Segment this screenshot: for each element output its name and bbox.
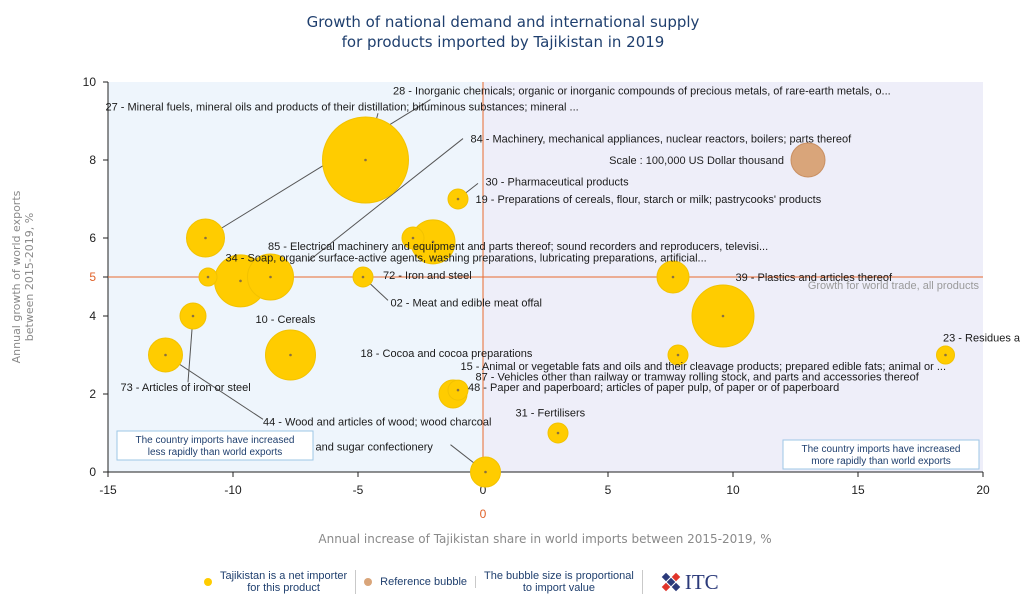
bubble-center-dot	[944, 353, 947, 357]
bubble-label: 31 - Fertilisers	[516, 407, 586, 419]
scale-label: Scale : 100,000 US Dollar thousand	[609, 155, 784, 167]
bubble-label: 27 - Mineral fuels, mineral oils and pro…	[106, 102, 579, 114]
y-tick-label: 10	[83, 75, 97, 89]
bubble-label: 30 - Pharmaceutical products	[486, 176, 630, 188]
annotation-leader-line	[307, 138, 464, 262]
legend-item-bubble-size: The bubble size is proportional to impor…	[476, 570, 643, 594]
world-growth-label: Growth for world trade, all products	[808, 280, 980, 292]
bubble-label: 72 - Iron and steel	[383, 270, 472, 282]
bubble-label: 18 - Cocoa and cocoa preparations	[361, 348, 533, 360]
bubble-center-dot	[239, 279, 242, 283]
quadrant-left-note-text: The country imports have increased	[136, 435, 295, 446]
y-tick-label: 0	[89, 465, 96, 479]
bubble-label: 48 - Paper and paperboard; articles of p…	[468, 382, 839, 394]
bubble-label: 34 - Soap, organic surface-active agents…	[226, 253, 707, 265]
bubble-center-dot	[361, 275, 365, 279]
chart-title-line-1: Growth of national demand and internatio…	[306, 13, 700, 31]
y-tick-label: 2	[89, 387, 96, 401]
x-tick-label: -10	[224, 483, 242, 497]
bubble-center-dot	[456, 197, 460, 201]
reference-bubble	[790, 142, 826, 178]
x-tick-label: 15	[851, 483, 865, 497]
bubble-label: 23 - Residues a	[943, 332, 1021, 344]
bubble-center-dot	[676, 353, 680, 357]
bubble-center-dot	[456, 388, 460, 392]
x-tick-label: 0	[480, 483, 487, 497]
bubble-center-dot	[411, 236, 415, 240]
y-axis-title-line: between 2015-2019, %	[23, 213, 36, 341]
bubble-label: 84 - Machinery, mechanical appliances, n…	[471, 134, 853, 146]
bubble-label: and sugar confectionery	[316, 442, 434, 454]
x-tick-label: 10	[726, 483, 740, 497]
bubble-label: 85 - Electrical machinery and equipment …	[268, 241, 768, 253]
bubble-center-dot	[269, 275, 272, 279]
quadrant-left-note-text: less rapidly than world exports	[148, 447, 283, 458]
legend-bubble-size-line-2: to import value	[522, 582, 595, 594]
bubble-center-dot	[191, 314, 195, 318]
quadrant-right-note-text: The country imports have increased	[802, 444, 961, 455]
itc-logo[interactable]: ITC	[661, 570, 719, 595]
bubble-label: 15 - Animal or vegetable fats and oils a…	[461, 361, 947, 373]
x-tick-label: 5	[605, 483, 612, 497]
chart-title-line-2: for products imported by Tajikistan in 2…	[341, 33, 665, 51]
itc-logo-text: ITC	[684, 569, 719, 594]
x-tick-label: -5	[353, 483, 364, 497]
y-axis-title: Annual growth of world exportsbetween 20…	[10, 190, 36, 363]
bubble-chart: -15 -10 -5 0 5 10 15 20 0 2 4 5 6 8 10 0 Growth for worl…	[10, 75, 1021, 546]
bubble-label: 19 - Preparations of cereals, flour, sta…	[476, 194, 822, 206]
bubble-center-dot	[721, 314, 725, 318]
bubble-center-dot	[431, 240, 435, 244]
y-tick-label: 8	[89, 153, 96, 167]
bubble-center-dot	[204, 236, 207, 240]
y-reference-tick-label: 5	[89, 270, 96, 284]
legend-reference-bubble-label: Reference bubble	[380, 576, 468, 588]
x-axis-title: Annual increase of Tajikistan share in w…	[318, 532, 771, 546]
bubble-label: 10 - Cereals	[256, 314, 316, 326]
quadrant-left-note-box	[116, 430, 314, 461]
y-axis-title-line: Annual growth of world exports	[10, 190, 23, 363]
x-tick-label: -15	[99, 483, 117, 497]
y-tick-label: 6	[89, 231, 96, 245]
bubble-label: 44 - Wood and articles of wood; wood cha…	[263, 416, 491, 428]
legend: Tajikistan is a net importer for this pr…	[196, 566, 719, 598]
bubble-center-dot	[206, 275, 210, 279]
bubble-label: 39 - Plastics and articles thereof	[736, 272, 893, 284]
quadrant-right-note-text: more rapidly than world exports	[811, 456, 951, 467]
bubble-center-dot	[164, 353, 167, 357]
legend-item-net-importer: Tajikistan is a net importer for this pr…	[196, 570, 357, 594]
y-tick-label: 4	[89, 309, 96, 323]
quadrant-right-note-box	[782, 439, 980, 470]
bubble-label: 87 - Vehicles other than railway or tram…	[476, 371, 920, 383]
itc-logo-icon	[661, 572, 681, 592]
legend-bubble-size-line-1: The bubble size is proportional	[484, 570, 634, 582]
bubble-center-dot	[364, 158, 367, 162]
net-importer-swatch-icon	[204, 578, 212, 586]
x-tick-label: 20	[976, 483, 990, 497]
annotation-leader-line	[205, 99, 431, 239]
chart-title: Growth of national demand and internatio…	[0, 12, 1006, 52]
bubble-label: 73 - Articles of iron or steel	[121, 382, 251, 394]
bubble-label: 28 - Inorganic chemicals; organic or ino…	[393, 86, 891, 98]
reference-bubble-swatch-icon	[364, 578, 373, 586]
x-reference-label: 0	[480, 507, 487, 521]
bubble-center-dot	[671, 275, 675, 279]
annotation-leader-line	[165, 354, 264, 420]
bubble-label: 02 - Meat and edible meat offal	[391, 297, 542, 309]
legend-net-importer-line-2: for this product	[247, 582, 320, 594]
bubble-center-dot	[556, 431, 560, 435]
bubble-center-dot	[484, 470, 487, 474]
bubble-center-dot	[289, 353, 292, 357]
legend-item-reference-bubble: Reference bubble	[356, 576, 477, 588]
legend-net-importer-line-1: Tajikistan is a net importer	[220, 570, 348, 582]
